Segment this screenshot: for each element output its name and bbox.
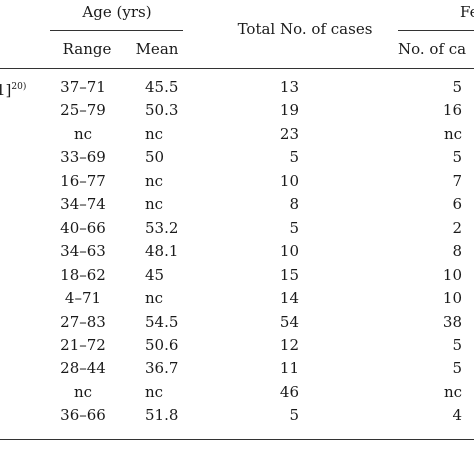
range-cell: 18–62 <box>60 266 106 284</box>
total-cell: 19 <box>279 101 299 119</box>
range-cell: 34–74 <box>60 195 106 213</box>
mean-cell: nc <box>145 125 164 143</box>
range-cell: 36–66 <box>60 406 106 424</box>
range-cell: 21–72 <box>60 336 106 354</box>
mean-cell: 45.5 <box>145 78 179 96</box>
mean-cell: nc <box>145 195 164 213</box>
range-cell: 34–63 <box>60 242 106 260</box>
female-cell: 5 <box>452 78 462 96</box>
female-cell: 8 <box>452 242 462 260</box>
female-cases-header: No. of ca <box>398 40 467 58</box>
range-cell: 28–44 <box>60 359 106 377</box>
female-cell: nc <box>443 383 462 401</box>
mean-header: Mean <box>135 40 179 58</box>
mean-cell: 48.1 <box>145 242 179 260</box>
range-cell: 27–83 <box>60 313 106 331</box>
female-cell: 5 <box>452 148 462 166</box>
total-cell: 11 <box>279 359 299 377</box>
total-cell: 12 <box>279 336 299 354</box>
range-cell: 4–71 <box>64 289 102 307</box>
mean-cell: 50.6 <box>145 336 179 354</box>
female-cell: 5 <box>452 359 462 377</box>
female-cell: nc <box>443 125 462 143</box>
female-cell: 38 <box>442 313 462 331</box>
female-cell: 5 <box>452 336 462 354</box>
range-header: Range <box>62 40 112 58</box>
mean-cell: 50 <box>145 148 165 166</box>
mean-cell: 50.3 <box>145 101 179 119</box>
total-cell: 13 <box>279 78 299 96</box>
female-group-underline <box>398 30 474 31</box>
total-cell: 15 <box>279 266 299 284</box>
female-cell: 2 <box>452 219 462 237</box>
female-cell: 6 <box>452 195 462 213</box>
mean-cell: nc <box>145 289 164 307</box>
header-bottom-rule <box>0 68 474 69</box>
total-cell: 5 <box>289 406 299 424</box>
range-cell: 40–66 <box>60 219 106 237</box>
range-cell: nc <box>73 383 93 401</box>
total-cell: 54 <box>279 313 299 331</box>
mean-cell: 54.5 <box>145 313 179 331</box>
range-cell: 33–69 <box>60 148 106 166</box>
female-group-header: Fe <box>460 3 474 21</box>
mean-cell: 36.7 <box>145 359 179 377</box>
total-cell: 8 <box>289 195 299 213</box>
reference-mark: 1]20) <box>0 78 26 99</box>
female-cell: 10 <box>442 289 462 307</box>
mean-cell: nc <box>145 172 164 190</box>
total-cell: 46 <box>279 383 299 401</box>
mean-cell: nc <box>145 383 164 401</box>
age-group-underline <box>50 30 183 31</box>
reference-mark-text: 1] <box>0 81 12 99</box>
total-cell: 5 <box>289 219 299 237</box>
female-cell: 16 <box>442 101 462 119</box>
total-cell: 10 <box>279 242 299 260</box>
total-cell: 5 <box>289 148 299 166</box>
total-cell: 10 <box>279 172 299 190</box>
female-cell: 7 <box>452 172 462 190</box>
mean-cell: 53.2 <box>145 219 179 237</box>
range-cell: nc <box>73 125 93 143</box>
range-cell: 16–77 <box>60 172 106 190</box>
range-cell: 25–79 <box>60 101 106 119</box>
total-cell: 14 <box>279 289 299 307</box>
female-cell: 4 <box>452 406 462 424</box>
mean-cell: 51.8 <box>145 406 179 424</box>
total-cases-header: Total No. of cases <box>237 20 373 38</box>
total-cell: 23 <box>279 125 299 143</box>
table-bottom-rule <box>0 439 474 440</box>
reference-superscript: 20) <box>11 82 27 92</box>
female-cell: 10 <box>442 266 462 284</box>
mean-cell: 45 <box>145 266 165 284</box>
age-group-header: Age (yrs) <box>82 3 152 21</box>
range-cell: 37–71 <box>60 78 106 96</box>
